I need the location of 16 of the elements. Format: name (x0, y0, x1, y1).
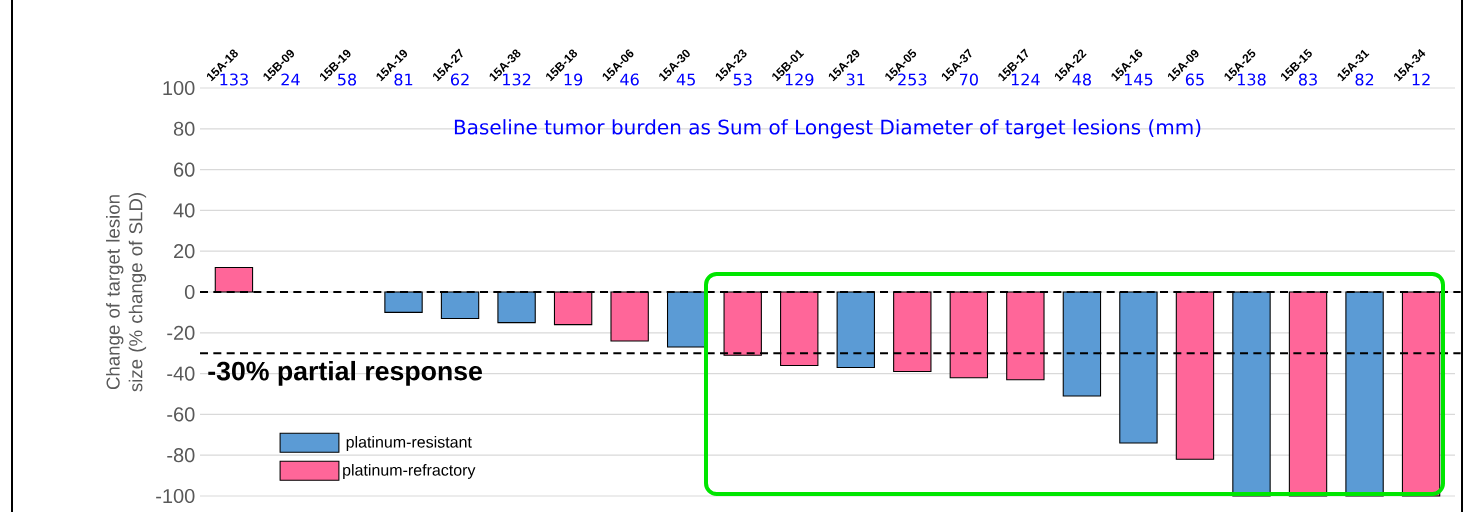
y-axis-title: Change of target lesion size (% change of SLD) (106, 193, 147, 392)
y-tick-label: 20 (174, 244, 195, 259)
ref-line-label: -30% partial response (208, 360, 482, 386)
y-tick-label: 100 (163, 80, 195, 96)
annotation: Baseline tumor burden as Sum of Longest Diameter of target lesions (mm) (454, 119, 1201, 139)
legend-label: platinum-refractory (343, 464, 476, 479)
y-tick-label: 60 (174, 162, 195, 177)
y-tick-label: 0 (184, 284, 195, 300)
y-tick-label: -80 (167, 448, 195, 463)
y-tick-label: 40 (173, 203, 195, 218)
y-tick-label: -60 (167, 407, 195, 422)
y-tick-label: 80 (173, 121, 195, 136)
legend-label: platinum-resistant (346, 435, 472, 451)
y-tick-label: -20 (167, 325, 195, 340)
y-tick-label: -100 (156, 488, 195, 504)
y-tick-label: -40 (167, 366, 195, 381)
